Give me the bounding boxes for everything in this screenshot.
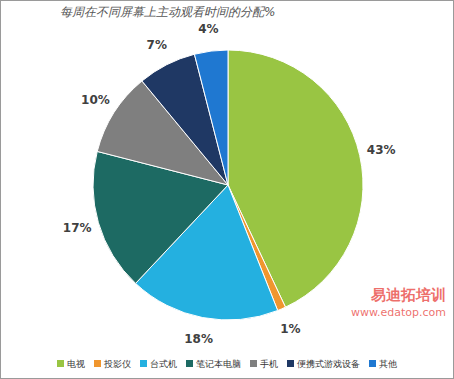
legend-swatch: [186, 360, 193, 367]
annotation: 易迪拓培训: [370, 286, 446, 304]
frame: [1, 1, 454, 379]
data-label: 7%: [147, 38, 167, 52]
legend-swatch: [369, 360, 376, 367]
legend-label: 手机: [260, 359, 278, 369]
slice: [194, 50, 228, 185]
legend-label: 电视: [67, 359, 85, 369]
data-label: 1%: [280, 322, 300, 336]
legend-item: 电视: [57, 359, 85, 369]
legend-swatch: [57, 360, 64, 367]
title: 每周在不同屏幕上主动观看时间的分配%: [60, 5, 275, 19]
data-labels: 43% 1% 18% 17% 10% 7% 4%: [63, 22, 396, 346]
legend-label: 台式机: [150, 359, 177, 369]
legend-item: 其他: [369, 359, 397, 369]
legend-label: 投影仪: [103, 359, 131, 369]
legend-item: 便携式游戏设备: [287, 359, 360, 369]
legend-item: 台式机: [140, 359, 177, 369]
data-label: 4%: [198, 22, 218, 36]
legend-swatch: [140, 360, 147, 367]
legend-swatch: [94, 360, 101, 367]
data-label: 18%: [184, 332, 213, 346]
legend-label: 其他: [379, 359, 397, 369]
legend-item: 投影仪: [94, 359, 131, 369]
legend-item: 笔记本电脑: [186, 359, 241, 369]
annotation: www.edatop.com: [351, 306, 446, 319]
legend-label: 便携式游戏设备: [297, 359, 360, 369]
legend-swatch: [250, 360, 257, 367]
legend-label: 笔记本电脑: [196, 359, 241, 369]
legend-swatch: [287, 360, 294, 367]
annotations: 易迪拓培训 www.edatop.com: [351, 286, 446, 319]
pie: [93, 50, 363, 320]
legend: 电视 投影仪 台式机 笔记本电脑 手机 便携式游戏设备 其他: [57, 359, 397, 369]
data-label: 43%: [367, 143, 396, 157]
chart: 每周在不同屏幕上主动观看时间的分配% 43% 1% 18% 17% 10% 7% 4% 电视 投影…: [0, 0, 454, 379]
legend-item: 手机: [250, 359, 278, 369]
data-label: 17%: [63, 221, 92, 235]
data-label: 10%: [81, 93, 110, 107]
